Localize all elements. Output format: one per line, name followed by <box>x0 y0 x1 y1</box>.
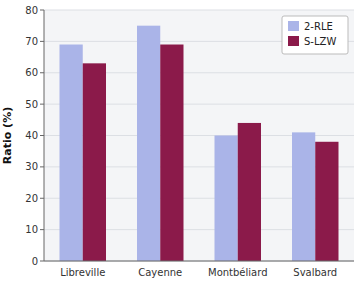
y-tick-label: 80 <box>25 5 38 16</box>
y-tick-label: 60 <box>25 67 38 78</box>
bar <box>292 132 315 261</box>
y-axis-label: Ratio (%) <box>1 107 14 164</box>
x-axis: Libreville Cayenne Montbéliard Svalbard <box>60 267 337 278</box>
y-tick <box>40 166 44 167</box>
x-tick-label: Svalbard <box>293 267 337 278</box>
x-tick-label: Montbéliard <box>208 267 267 278</box>
y-tick <box>40 104 44 105</box>
y-tick <box>40 41 44 42</box>
y-tick <box>40 229 44 230</box>
legend-label: 2-RLE <box>304 21 333 32</box>
bar <box>83 63 106 261</box>
bar <box>60 45 83 261</box>
plot-background <box>44 10 354 261</box>
legend-swatch <box>288 21 299 31</box>
bar <box>215 136 238 262</box>
y-tick-label: 40 <box>25 130 38 141</box>
chart-svg: 0 10 20 30 40 50 60 70 80 Libreville Cayenne Montbé… <box>0 0 362 285</box>
y-tick <box>40 135 44 136</box>
legend-box <box>282 16 348 54</box>
x-tick-label: Libreville <box>60 267 105 278</box>
x-axis-line <box>44 261 354 262</box>
y-tick <box>40 198 44 199</box>
y-tick <box>40 261 44 262</box>
grid <box>44 10 354 261</box>
y-tick-label: 50 <box>25 99 38 110</box>
y-tick-label: 70 <box>25 36 38 47</box>
y-tick <box>40 10 44 11</box>
bar <box>315 142 338 261</box>
bars <box>60 26 339 261</box>
legend-swatch <box>288 36 299 46</box>
y-tick-label: 0 <box>32 256 38 267</box>
y-tick-label: 30 <box>25 161 38 172</box>
bar <box>137 26 160 261</box>
y-tick-label: 10 <box>25 224 38 235</box>
y-axis-line <box>44 10 45 261</box>
y-axis: 0 10 20 30 40 50 60 70 80 <box>25 5 44 267</box>
chart-container: 0 10 20 30 40 50 60 70 80 Libreville Cayenne Montbé… <box>0 0 362 285</box>
grid-line <box>44 261 354 262</box>
legend-label: S-LZW <box>304 36 336 47</box>
x-tick-label: Cayenne <box>138 267 182 278</box>
legend: 2-RLE S-LZW <box>282 16 348 54</box>
y-tick-label: 20 <box>25 193 38 204</box>
grid-line <box>44 10 354 11</box>
y-tick <box>40 72 44 73</box>
bar <box>238 123 261 261</box>
bar <box>160 45 183 261</box>
